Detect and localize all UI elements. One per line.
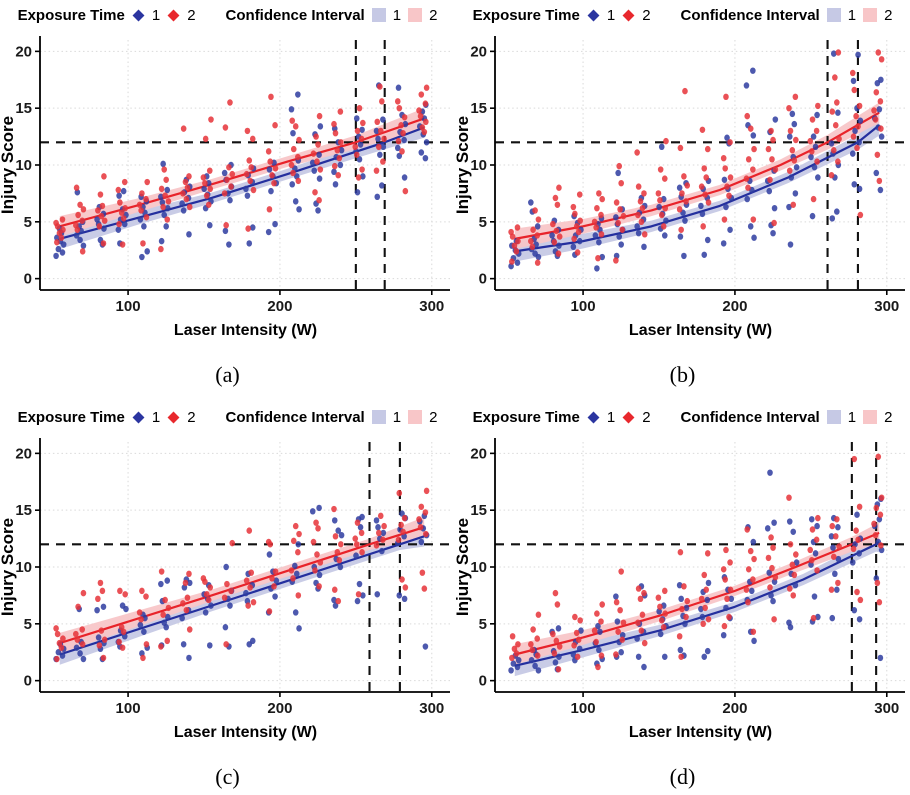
svg-text:100: 100 [116, 298, 141, 315]
exposure-2-diamond-icon [167, 411, 180, 423]
svg-text:Injury Score: Injury Score [0, 518, 17, 616]
panel-c-x-axis-title: Laser Intensity (W) [173, 724, 318, 741]
svg-text:5: 5 [24, 616, 32, 633]
ci-2-swatch-icon [408, 8, 423, 22]
exposure-2-label: 2 [187, 408, 196, 426]
exposure-1-label: 1 [151, 408, 161, 426]
ci-2-label: 2 [429, 6, 438, 24]
ci-2-label: 2 [884, 408, 893, 426]
ci-2-swatch-icon [408, 410, 423, 424]
panel-c-legend: Exposure Time 1 2 Confidence Interval 1 … [0, 404, 455, 430]
ci-1-label: 1 [847, 408, 857, 426]
svg-text:300: 300 [874, 700, 899, 717]
confidence-interval-legend-label: Confidence Interval [680, 408, 820, 426]
panel-c-chart: 0 5 10 15 20 100 200 300 Injury Score [0, 438, 450, 717]
ci-2-label: 2 [429, 408, 438, 426]
svg-text:0: 0 [24, 271, 32, 288]
panel-b-caption: (b) [669, 362, 696, 387]
svg-text:20: 20 [470, 445, 487, 462]
svg-text:0: 0 [479, 271, 487, 288]
panel-b-x-axis-title: Laser Intensity (W) [628, 322, 773, 339]
panel-a-legend: Exposure Time 1 2 Confidence Interval 1 … [0, 2, 455, 28]
svg-text:300: 300 [419, 700, 444, 717]
svg-text:10: 10 [15, 559, 32, 576]
panel-a-chart: 0 5 10 15 20 100 200 300 Injury Score [0, 36, 450, 315]
confidence-interval-legend-label: Confidence Interval [680, 6, 820, 24]
ci-2-swatch-icon [863, 410, 878, 424]
panel-d-chart: 0 5 10 15 20 100 200 300 Injury Score [455, 438, 905, 717]
panel-b: Exposure Time 1 2 Confidence Interval 1 … [455, 0, 910, 393]
svg-text:Injury Score: Injury Score [0, 116, 17, 214]
ci-1-label: 1 [847, 6, 857, 24]
svg-text:100: 100 [571, 298, 596, 315]
svg-text:15: 15 [15, 100, 32, 117]
exposure-2-label: 2 [187, 6, 196, 24]
panel-d-legend: Exposure Time 1 2 Confidence Interval 1 … [455, 404, 910, 430]
panel-c: Exposure Time 1 2 Confidence Interval 1 … [0, 393, 455, 795]
panel-c-caption: (c) [215, 764, 240, 789]
ci-1-swatch-icon [371, 8, 386, 22]
exposure-1-diamond-icon [132, 411, 145, 423]
svg-text:300: 300 [874, 298, 899, 315]
ci-2-label: 2 [884, 6, 893, 24]
svg-text:200: 200 [267, 298, 292, 315]
confidence-interval-legend-label: Confidence Interval [225, 408, 365, 426]
confidence-interval-legend-label: Confidence Interval [225, 6, 365, 24]
panel-d: Exposure Time 1 2 Confidence Interval 1 … [455, 393, 910, 795]
svg-text:15: 15 [15, 502, 32, 519]
exposure-time-legend-label: Exposure Time [472, 6, 580, 24]
panel-d-caption: (d) [669, 764, 696, 789]
exposure-time-legend-label: Exposure Time [17, 6, 125, 24]
svg-text:200: 200 [267, 700, 292, 717]
svg-text:20: 20 [15, 445, 32, 462]
exposure-2-label: 2 [642, 408, 651, 426]
exposure-time-legend-label: Exposure Time [17, 408, 125, 426]
exposure-1-diamond-icon [132, 9, 145, 21]
svg-text:10: 10 [15, 157, 32, 174]
svg-text:100: 100 [571, 700, 596, 717]
svg-text:5: 5 [479, 616, 487, 633]
svg-text:0: 0 [479, 673, 487, 690]
panel-a-x-axis-title: Laser Intensity (W) [173, 322, 318, 339]
ci-1-swatch-icon [826, 8, 841, 22]
exposure-2-diamond-icon [622, 411, 635, 423]
svg-text:0: 0 [24, 673, 32, 690]
svg-text:200: 200 [722, 298, 747, 315]
svg-text:300: 300 [419, 298, 444, 315]
ci-1-swatch-icon [371, 410, 386, 424]
exposure-2-diamond-icon [167, 9, 180, 21]
svg-text:10: 10 [470, 157, 487, 174]
exposure-1-label: 1 [606, 6, 616, 24]
exposure-1-diamond-icon [587, 411, 600, 423]
svg-text:15: 15 [470, 502, 487, 519]
ci-1-label: 1 [392, 6, 402, 24]
panel-b-chart: 0 5 10 15 20 100 200 300 Injury Score [455, 36, 905, 315]
exposure-2-label: 2 [642, 6, 651, 24]
exposure-time-legend-label: Exposure Time [472, 408, 580, 426]
exposure-2-diamond-icon [622, 9, 635, 21]
exposure-1-label: 1 [151, 6, 161, 24]
svg-text:20: 20 [470, 43, 487, 60]
svg-text:Injury Score: Injury Score [455, 518, 472, 616]
svg-text:20: 20 [15, 43, 32, 60]
panel-d-x-axis-title: Laser Intensity (W) [628, 724, 773, 741]
exposure-1-label: 1 [606, 408, 616, 426]
ci-2-swatch-icon [863, 8, 878, 22]
exposure-1-diamond-icon [587, 9, 600, 21]
svg-text:Injury Score: Injury Score [455, 116, 472, 214]
svg-text:15: 15 [470, 100, 487, 117]
svg-text:200: 200 [722, 700, 747, 717]
svg-text:100: 100 [116, 700, 141, 717]
ci-1-label: 1 [392, 408, 402, 426]
ci-1-swatch-icon [826, 410, 841, 424]
svg-text:10: 10 [470, 559, 487, 576]
svg-text:5: 5 [24, 214, 32, 231]
svg-text:5: 5 [479, 214, 487, 231]
panel-a-caption: (a) [215, 362, 240, 387]
panel-b-legend: Exposure Time 1 2 Confidence Interval 1 … [455, 2, 910, 28]
panel-a: Exposure Time 1 2 Confidence Interval 1 … [0, 0, 455, 393]
